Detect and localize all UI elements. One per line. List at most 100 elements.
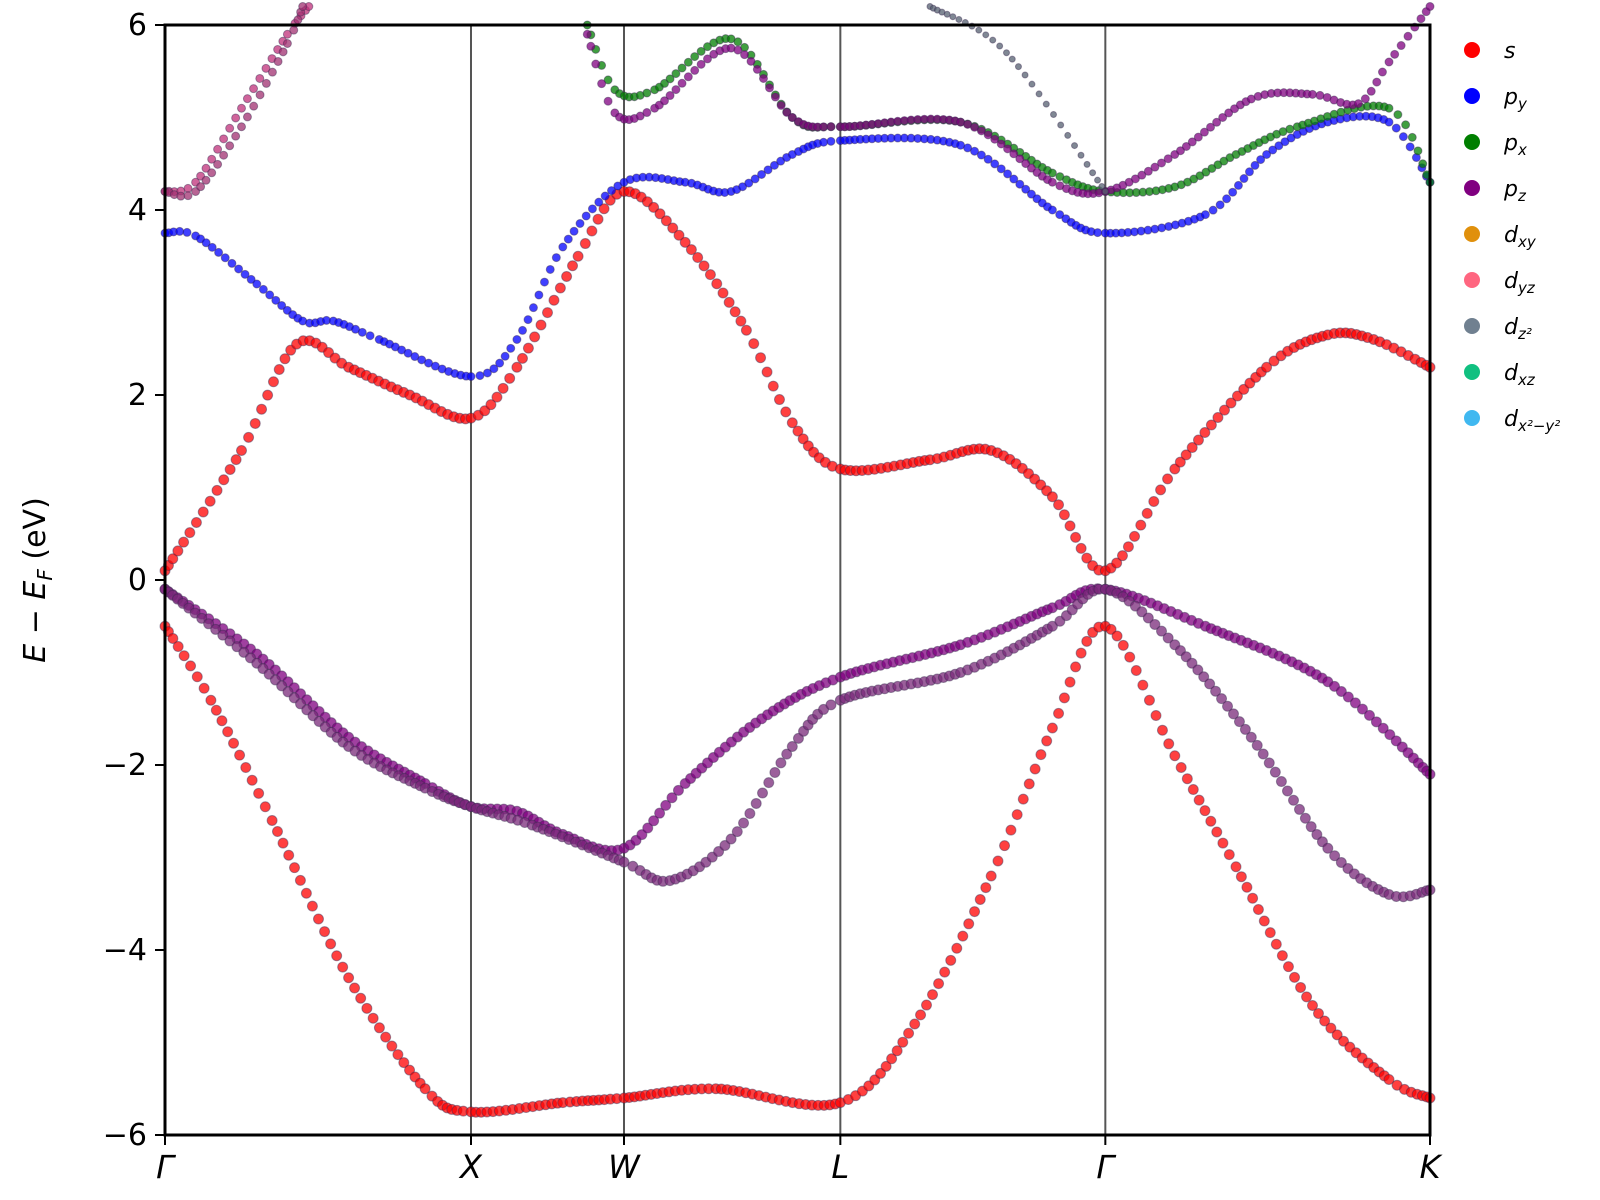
band-point [903,1027,915,1039]
band-point [733,45,743,55]
band-point [1098,182,1106,190]
band-point [365,331,375,341]
band-point [1129,600,1141,612]
band-point [175,226,185,236]
band-point [1269,766,1281,778]
band-point [1282,961,1294,973]
band-point [1217,837,1229,849]
band-point [1247,892,1259,904]
y-tick-label: −6 [103,1118,147,1153]
band-point [1180,651,1192,663]
band-point [782,107,792,117]
band-point [586,41,596,51]
band-point [648,815,660,827]
band-point [677,78,687,88]
band-point [1390,49,1400,59]
band-point [719,839,731,851]
band-point [1163,738,1175,750]
band-point [1241,881,1253,893]
band-point [495,358,505,368]
band-point [957,930,969,942]
band-point [591,59,601,69]
band-point [603,96,613,106]
band-point [880,1060,892,1072]
band-point [1301,991,1313,1003]
band-point [1193,132,1203,142]
band-point [1046,491,1058,503]
band-point [665,91,675,101]
band-point [1135,519,1147,531]
band-point [236,103,246,113]
band-point [1130,174,1140,184]
band-point [1015,179,1025,189]
band-point [786,417,798,429]
band-point [1071,142,1079,150]
band-point [1295,981,1307,993]
band-point [1124,651,1136,663]
band-point [1163,154,1173,164]
plot-frame [163,23,1432,1137]
band-point [1169,463,1181,475]
band-point [1222,700,1234,712]
band-point [1026,189,1036,199]
legend-item: dxz [1464,361,1536,389]
band-point [1212,411,1224,423]
band-point [1306,1000,1318,1011]
band-point [1201,167,1211,177]
band-point [419,1083,431,1095]
band-point [1130,665,1142,677]
band-point [757,787,769,799]
y-axis-label-minus: − [18,600,53,644]
band-point [1349,697,1361,709]
band-point [196,182,206,192]
band-point [231,113,241,123]
band-point [975,26,983,34]
band-point [1305,821,1317,833]
band-point [1077,151,1085,159]
band-point [172,545,184,557]
band-point [729,306,741,318]
band-point [1021,184,1031,194]
band-point [1003,169,1013,179]
band-point [1157,158,1167,168]
band-point [635,111,645,121]
band-point [792,425,804,437]
band-point [648,201,660,213]
band-point [738,182,748,192]
band-point [266,815,278,826]
band-point [380,1031,392,1043]
band-point [642,822,654,834]
band-point [792,732,804,744]
band-point [1211,826,1223,838]
band-point [1413,146,1423,156]
band-point [600,191,610,201]
band-point [235,445,247,456]
band-point [982,31,990,39]
band-point [1212,117,1222,127]
legend-label: pz [1503,177,1527,205]
band-point [1425,2,1435,11]
band-point [636,829,648,841]
band-point [673,229,685,241]
band-point [1215,200,1225,210]
band-point [267,67,277,77]
band-point [725,833,737,845]
band-point [1384,103,1394,113]
band-point [781,748,793,760]
band-point [1143,694,1155,706]
band-point [1329,850,1341,862]
band-point [545,264,555,274]
band-point [217,629,229,641]
band-point [331,950,343,962]
band-point [205,694,217,706]
band-point [466,372,476,381]
band-point [1227,708,1239,720]
band-point [1268,145,1278,155]
band-point [569,226,579,236]
y-tick-label: 2 [128,378,147,413]
band-point [776,156,786,166]
band-point [276,680,288,692]
band-point [787,113,797,122]
band-point [539,277,549,287]
band-point [1342,691,1354,703]
